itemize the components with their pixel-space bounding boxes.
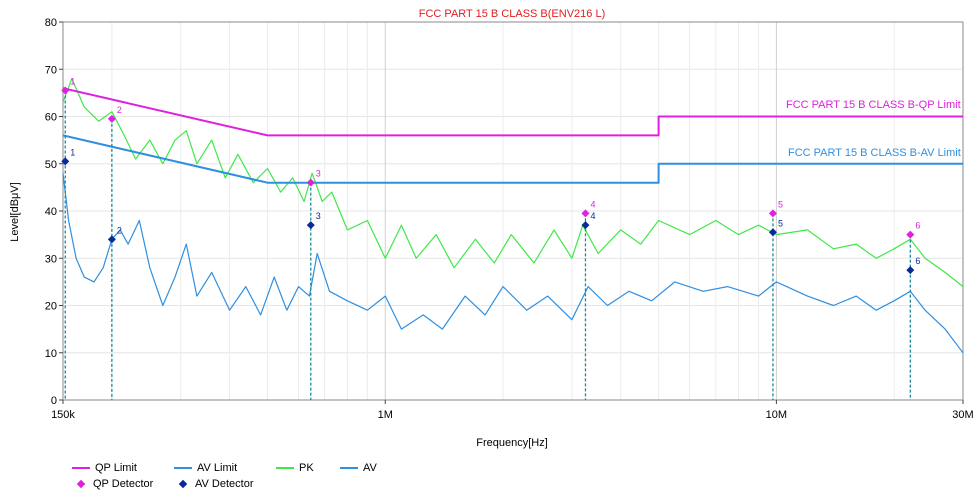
chart-title: FCC PART 15 B CLASS B(ENV216 L)	[419, 8, 605, 20]
legend-qp-detector-label: QP Detector	[93, 478, 154, 490]
y-axis-ticks: 0 10 20 30 40 50 60 70 80	[45, 17, 63, 407]
limit-lines	[62, 87, 963, 184]
y-tick-label: 0	[51, 395, 57, 407]
qp-limit-label: FCC PART 15 B CLASS B-QP Limit	[786, 99, 961, 111]
qp-marker-id: 5	[778, 199, 783, 209]
qp-detector-point	[581, 209, 590, 218]
legend: QP Limit AV Limit PK AV QP Detector AV D…	[72, 460, 432, 494]
qp-detector-point	[768, 209, 777, 218]
pk-trace	[62, 78, 964, 288]
av-limit-line	[62, 134, 963, 184]
x-axis-ticks: 150k 1M 10M 30M	[51, 400, 974, 421]
pk-swatch	[276, 467, 294, 469]
qp-marker-id: 2	[117, 105, 122, 115]
av-marker-id: 3	[316, 211, 321, 221]
legend-av-limit-label: AV Limit	[197, 462, 238, 474]
y-axis-label: Level[dBμV]	[9, 182, 21, 242]
qp-marker-id: 4	[590, 199, 595, 209]
av-marker-id: 4	[590, 211, 595, 221]
grid	[63, 21, 964, 401]
qp-limit-line	[62, 87, 963, 137]
av-detector-point	[581, 221, 590, 230]
qp-detector-swatch	[76, 479, 86, 489]
y-tick-label: 60	[45, 112, 57, 124]
legend-av-limit: AV Limit	[174, 460, 237, 476]
legend-av: AV	[340, 460, 377, 476]
legend-pk-label: PK	[299, 462, 314, 474]
y-tick-label: 40	[45, 206, 57, 218]
av-detector-point	[61, 157, 70, 166]
av-marker-id: 2	[117, 225, 122, 235]
av-limit-swatch	[174, 467, 192, 469]
qp-marker-id: 6	[915, 221, 920, 231]
av-trace	[62, 173, 964, 354]
y-tick-label: 10	[45, 348, 57, 360]
av-swatch	[340, 467, 358, 469]
av-marker-id: 5	[778, 218, 783, 228]
av-detector-point	[906, 266, 915, 275]
qp-detector-point	[906, 230, 915, 239]
y-tick-label: 80	[45, 17, 57, 29]
legend-qp-limit-label: QP Limit	[95, 462, 137, 474]
x-axis-label: Frequency[Hz]	[476, 437, 548, 449]
av-detector-point	[107, 235, 116, 244]
detector-markers: 1 1 2 2 3 3 4 4 5 5 6 6	[61, 77, 920, 400]
av-detector-point	[306, 221, 315, 230]
y-tick-label: 50	[45, 159, 57, 171]
legend-av-detector-label: AV Detector	[195, 478, 254, 490]
x-tick-label: 1M	[378, 409, 393, 421]
x-tick-label: 150k	[51, 409, 75, 421]
x-tick-label: 30M	[952, 409, 973, 421]
legend-av-label: AV	[363, 462, 377, 474]
av-marker-id: 6	[915, 256, 920, 266]
legend-av-detector: AV Detector	[174, 476, 254, 492]
y-tick-label: 20	[45, 301, 57, 313]
y-tick-label: 70	[45, 64, 57, 76]
qp-limit-swatch	[72, 467, 90, 469]
pk-series	[62, 78, 964, 288]
av-marker-id: 1	[70, 147, 75, 157]
qp-marker-id: 1	[70, 77, 75, 87]
qp-detector-point	[61, 86, 70, 95]
av-detector-point	[768, 228, 777, 237]
legend-qp-detector: QP Detector	[72, 476, 153, 492]
x-tick-label: 10M	[766, 409, 787, 421]
av-detector-swatch	[178, 479, 188, 489]
qp-marker-id: 3	[316, 169, 321, 179]
qp-detector-point	[107, 114, 116, 123]
av-limit-label: FCC PART 15 B CLASS B-AV Limit	[788, 147, 961, 159]
legend-qp-limit: QP Limit	[72, 460, 137, 476]
legend-pk: PK	[276, 460, 314, 476]
y-tick-label: 30	[45, 253, 57, 265]
av-series	[62, 173, 964, 354]
qp-detector-point	[306, 178, 315, 187]
